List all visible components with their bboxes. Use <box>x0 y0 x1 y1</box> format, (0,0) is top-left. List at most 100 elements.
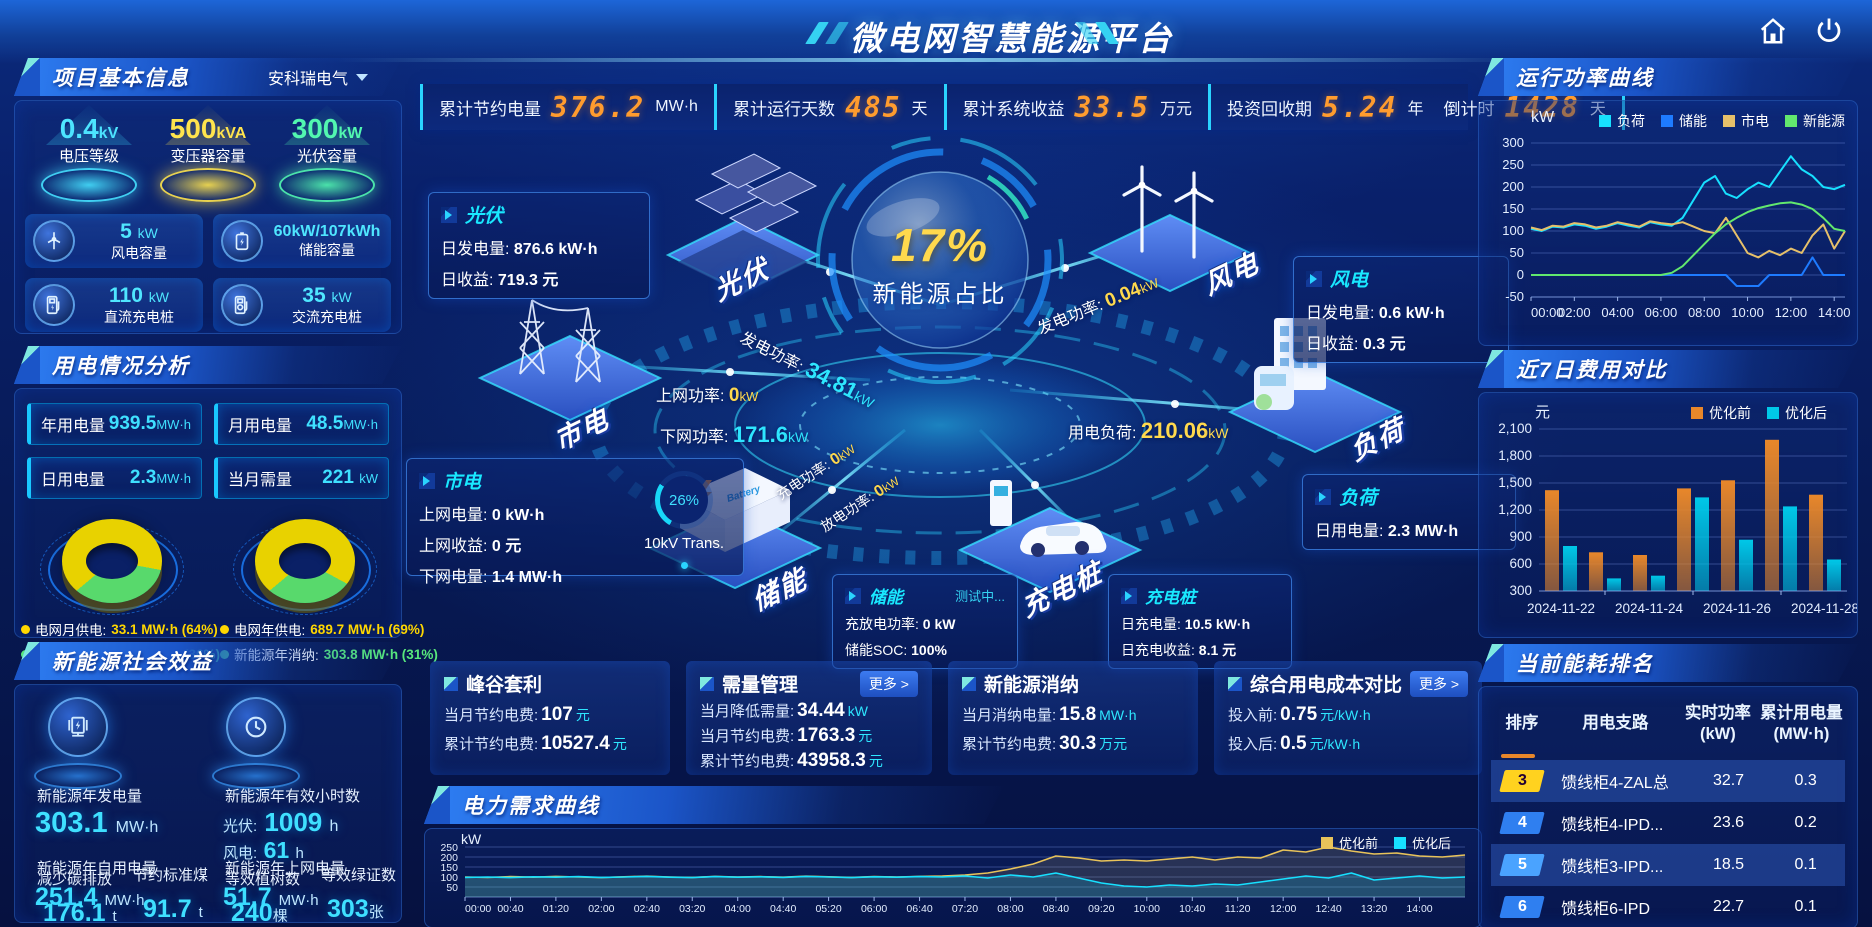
benefit-gen-label: 新能源年发电量 <box>37 788 143 805</box>
cost-legend: 优化前 优化后 <box>1691 403 1827 423</box>
more-button[interactable]: 更多 > <box>859 670 918 697</box>
svg-text:06:40: 06:40 <box>906 903 932 915</box>
scroll-indicator <box>1501 754 1535 759</box>
panel-title: 项目基本信息 <box>52 67 190 90</box>
run-power-legend: 负荷 储能 市电 新能源 <box>1599 111 1845 131</box>
box-title: 风电 <box>1330 270 1369 291</box>
svg-text:2024-11-28: 2024-11-28 <box>1791 601 1857 616</box>
kpi-label: 累计系统收益 <box>962 99 1065 119</box>
pedestal-label: 电压等级 <box>58 148 119 165</box>
table-row[interactable]: 4 馈线柜4-IPD... 23.6 0.2 <box>1491 802 1845 844</box>
benefit-cert-label: 等效绿证数 <box>321 867 397 884</box>
panel-benefits-body: 新能源年发电量 303.1 MW·h 新能源年有效小时数 光伏: 1009 h … <box>14 684 402 923</box>
kpi-run-days: 累计运行天数 485 天 <box>713 84 944 130</box>
svg-text:50: 50 <box>446 882 458 894</box>
kpi-bar: 累计节约电量 376.2 MW·h 累计运行天数 485 天 累计系统收益 33… <box>420 84 1625 130</box>
stat-month-usage: 月用电量 48.5MW·h <box>214 403 389 445</box>
svg-text:300: 300 <box>1502 135 1524 150</box>
svg-text:1,500: 1,500 <box>1498 475 1532 490</box>
svg-text:07:20: 07:20 <box>952 903 978 915</box>
stat-day-usage: 日用电量 2.3MW·h <box>27 457 202 499</box>
transformer-gauge: 26% 10kV Trans. <box>639 471 729 569</box>
arrow-icon <box>441 206 457 223</box>
card-value: 5 <box>120 220 132 244</box>
rank-badge: 6 <box>1499 896 1545 919</box>
y-axis-unit: kW <box>1531 109 1555 126</box>
svg-text:10:40: 10:40 <box>1179 903 1205 915</box>
pedestal-glow <box>279 168 375 202</box>
svg-text:2024-11-26: 2024-11-26 <box>1703 601 1771 616</box>
table-row[interactable]: 3 馈线柜4-ZAL总 32.7 0.3 <box>1491 760 1845 803</box>
card-title: 综合用电成本对比 <box>1250 675 1403 696</box>
company-selector[interactable]: 安科瑞电气 <box>268 65 368 89</box>
svg-text:14:00: 14:00 <box>1818 305 1851 320</box>
svg-text:2,100: 2,100 <box>1498 421 1532 436</box>
panel-usage-header: 用电情况分析 <box>14 346 402 384</box>
benefit-tree-label: 等效植树数 <box>225 871 301 888</box>
card-label: 直流充电桩 <box>104 309 174 326</box>
ranking-body: 排序 用电支路 实时功率 (kW) 累计用电量 (MW·h) 3 馈线柜4-ZA… <box>1478 686 1858 927</box>
panel-title: 新能源社会效益 <box>52 651 213 674</box>
realtime-power: 22.7 <box>1712 898 1745 916</box>
demand-legend: 优化前 优化后 <box>1320 833 1451 852</box>
realtime-power: 23.6 <box>1712 814 1745 832</box>
col-rank: 排序 <box>1505 714 1539 733</box>
box-title: 光伏 <box>465 206 504 227</box>
realtime-power: 18.5 <box>1712 856 1745 874</box>
card-value: 35 <box>302 284 326 308</box>
benefit-wind-hours: 风电: 61 h <box>223 837 304 863</box>
card-label: 储能容量 <box>299 242 355 259</box>
svg-text:250: 250 <box>1502 157 1524 172</box>
card-label: 交流充电桩 <box>292 309 362 326</box>
hours-pedestal <box>201 697 311 789</box>
pv-info-box: 光伏 日发电量: 876.6 kW·h 日收益: 719.3 元 <box>428 192 650 299</box>
solar-frame-icon <box>48 697 108 757</box>
more-button[interactable]: 更多 > <box>1410 670 1469 697</box>
flow-grid-import: 下网功率: 171.6kW <box>660 422 809 447</box>
panel-benefits: 新能源社会效益 新能源年发电量 303.1 MW·h 新能源年有效小时数 光伏:… <box>14 642 402 923</box>
svg-text:1,200: 1,200 <box>1498 502 1532 517</box>
storage-status: 测试中... <box>955 589 1005 604</box>
svg-text:250: 250 <box>440 842 458 854</box>
branch-name: 馈线柜6-IPD <box>1561 901 1651 919</box>
ac-charger-icon <box>221 284 263 326</box>
box-title: 储能 <box>869 588 903 607</box>
svg-text:100: 100 <box>1502 223 1524 238</box>
year-supply-donut <box>232 513 377 615</box>
power-icon[interactable] <box>1814 16 1844 46</box>
gauge-caption: 10kV Trans. <box>643 535 725 552</box>
card-renewable-consume: 新能源消纳 当月消纳电量: 15.8 MW·h 累计节约电费: 30.3 万元 <box>948 661 1198 775</box>
svg-text:05:20: 05:20 <box>815 903 841 915</box>
svg-text:300: 300 <box>1509 583 1532 598</box>
card-unit: kW <box>148 289 169 306</box>
benefit-grid-label: 新能源年上网电量 <box>225 860 346 877</box>
svg-text:04:00: 04:00 <box>1601 305 1634 320</box>
donut-chart <box>61 519 162 603</box>
kpi-value: 485 <box>844 90 902 124</box>
branch-name: 馈线柜3-IPD... <box>1561 859 1664 877</box>
kpi-label: 累计运行天数 <box>732 99 835 119</box>
table-row[interactable]: 5 馈线柜3-IPD... 18.5 0.1 <box>1491 844 1845 887</box>
legend-label: 电网月供电: <box>35 623 107 638</box>
kpi-unit: 天 <box>911 101 928 118</box>
total-energy: 0.2 <box>1794 814 1817 832</box>
svg-text:150: 150 <box>440 862 458 874</box>
total-energy: 0.1 <box>1794 898 1817 916</box>
stat-unit: MW·h <box>343 417 378 432</box>
legend-square <box>1661 115 1673 127</box>
home-icon[interactable] <box>1758 16 1788 46</box>
kpi-unit: 年 <box>1407 101 1424 118</box>
legend-value: 33.1 MW·h (64%) <box>111 621 218 637</box>
stat-label: 年用电量 <box>41 418 106 435</box>
legend-square <box>1599 115 1611 127</box>
hub-kpi: 17% 新能源占比 <box>790 218 1090 309</box>
card-dc-charger: 110 kW 直流充电桩 <box>25 278 203 332</box>
benefit-carbon-value: 176.1 t <box>43 899 117 923</box>
stat-month-demand: 当月需量 221 kW <box>214 457 389 499</box>
stat-label: 当月需量 <box>228 472 293 489</box>
table-row[interactable]: 6 馈线柜6-IPD 22.7 0.1 <box>1491 886 1845 927</box>
svg-text:10:00: 10:00 <box>1134 903 1160 915</box>
flow-grid-export: 上网功率: 0kW <box>656 385 759 406</box>
svg-text:1,800: 1,800 <box>1498 448 1532 463</box>
